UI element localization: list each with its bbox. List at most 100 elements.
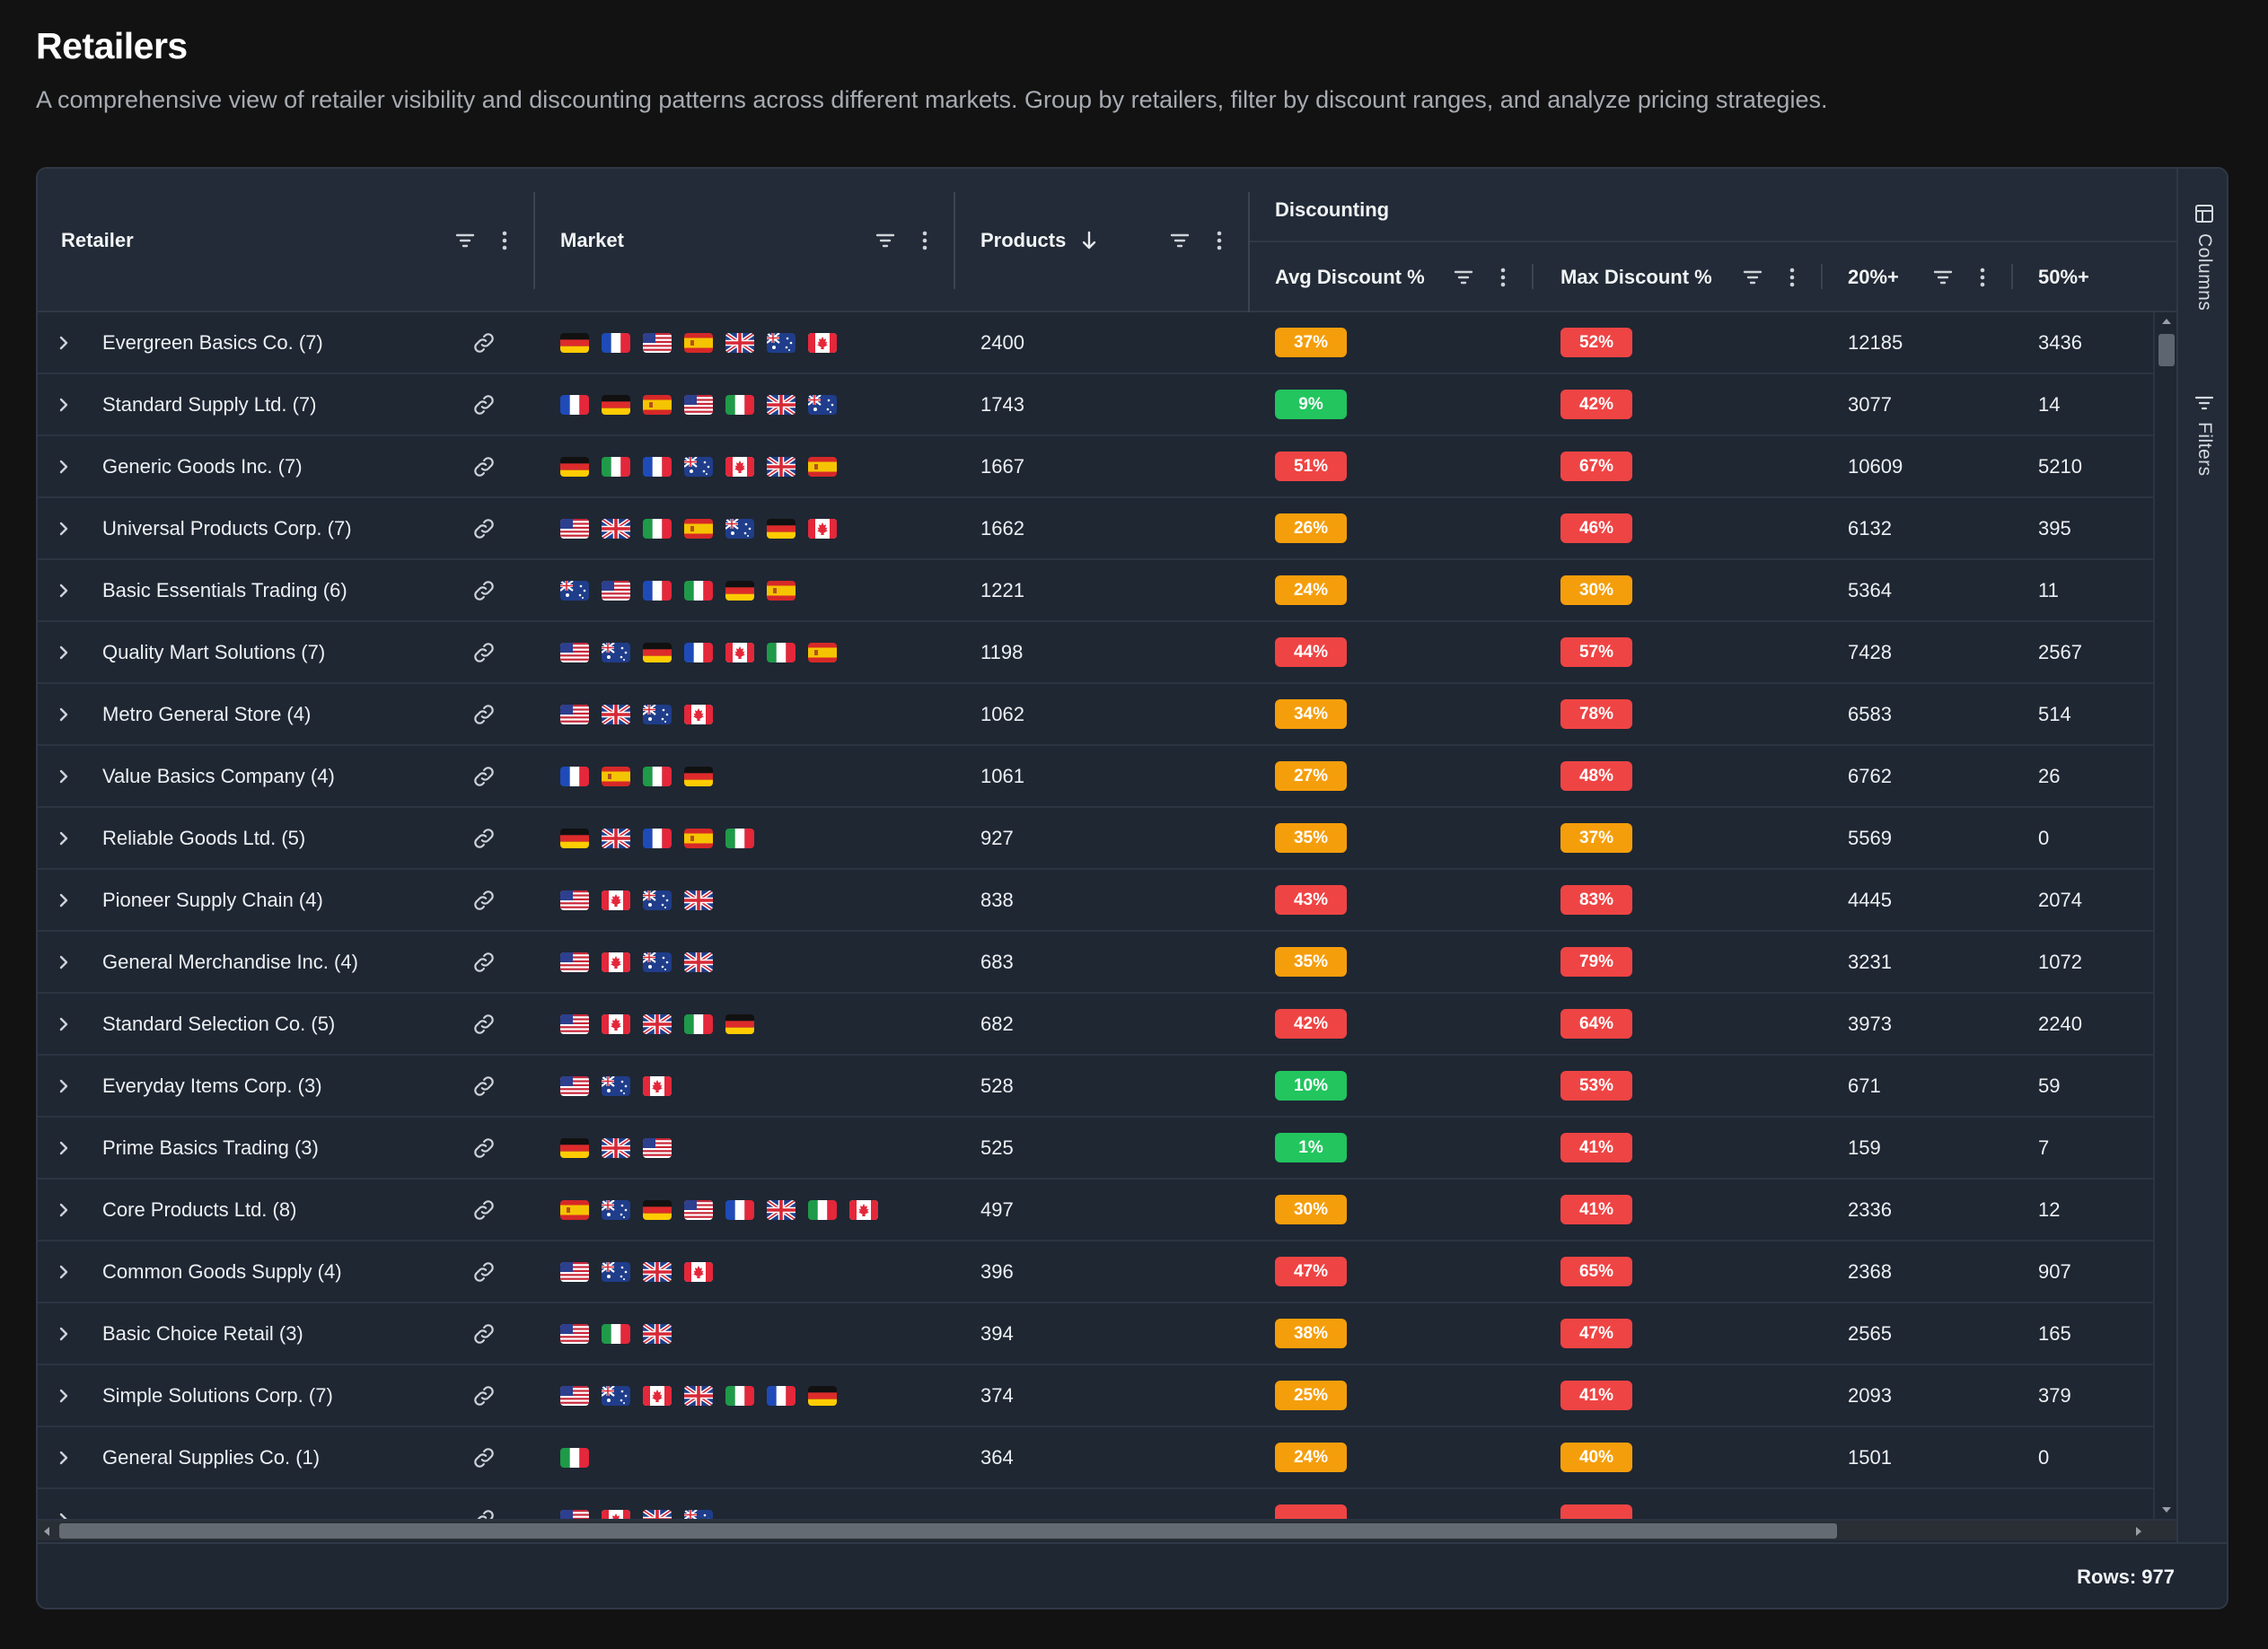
expand-row-button[interactable] xyxy=(57,560,70,620)
column-header-max-discount[interactable]: Max Discount % xyxy=(1560,266,1712,288)
table-row[interactable]: Standard Supply Ltd. (7) 1743 9% 42% 307… xyxy=(38,374,2153,436)
expand-row-button[interactable] xyxy=(57,994,70,1054)
expand-row-button[interactable] xyxy=(57,684,70,744)
open-link-button[interactable] xyxy=(472,808,496,868)
expand-row-button[interactable] xyxy=(57,312,70,373)
expand-row-button[interactable] xyxy=(57,746,70,806)
column-menu-icon[interactable] xyxy=(1492,267,1514,288)
expand-row-button[interactable] xyxy=(57,1365,70,1425)
open-link-button[interactable] xyxy=(472,1365,496,1425)
open-link-button[interactable] xyxy=(472,1180,496,1240)
flag-gb-icon xyxy=(767,394,796,415)
column-menu-icon[interactable] xyxy=(1209,230,1230,251)
open-link-button[interactable] xyxy=(472,684,496,744)
table-row[interactable]: General Merchandise Inc. (4) 683 35% 79%… xyxy=(38,932,2153,994)
table-row[interactable]: Metro General Store (4) 1062 34% 78% 658… xyxy=(38,684,2153,746)
filter-icon[interactable] xyxy=(1742,267,1763,288)
max-discount-badge: 47% xyxy=(1560,1319,1632,1348)
filter-icon[interactable] xyxy=(454,230,476,251)
filters-panel-button[interactable]: Filters xyxy=(2178,393,2227,477)
table-row[interactable]: Everyday Items Corp. (3) 528 10% 53% 671… xyxy=(38,1056,2153,1118)
scroll-left-icon[interactable] xyxy=(43,1526,50,1537)
expand-row-button[interactable] xyxy=(57,1303,70,1364)
open-link-button[interactable] xyxy=(472,994,496,1054)
expand-row-button[interactable] xyxy=(57,498,70,558)
open-link-button[interactable] xyxy=(472,870,496,930)
column-resize-handle[interactable] xyxy=(1532,264,1534,289)
scroll-up-icon[interactable] xyxy=(2161,318,2172,325)
table-row[interactable]: Value Basics Company (4) 1061 27% 48% 67… xyxy=(38,746,2153,808)
table-row[interactable]: General Supplies Co. (1) 364 24% 40% 150… xyxy=(38,1427,2153,1489)
filter-icon[interactable] xyxy=(1169,230,1191,251)
sort-descending-icon[interactable] xyxy=(1078,230,1100,251)
filter-icon[interactable] xyxy=(1453,267,1474,288)
expand-row-button[interactable] xyxy=(57,1056,70,1116)
column-header-20-plus[interactable]: 20%+ xyxy=(1848,266,1899,288)
scroll-down-icon[interactable] xyxy=(2161,1506,2172,1513)
market-flags xyxy=(560,932,713,992)
table-row[interactable]: Standard Selection Co. (5) 682 42% 64% 3… xyxy=(38,994,2153,1056)
table-row[interactable]: Generic Goods Inc. (7) 1667 51% 67% 1060… xyxy=(38,436,2153,498)
expand-row-button[interactable] xyxy=(57,1241,70,1302)
open-link-button[interactable] xyxy=(472,1056,496,1116)
table-row[interactable]: Basic Essentials Trading (6) 1221 24% 30… xyxy=(38,560,2153,622)
table-row[interactable]: Reliable Goods Ltd. (5) 927 35% 37% 5569… xyxy=(38,808,2153,870)
open-link-button[interactable] xyxy=(472,1118,496,1178)
open-link-button[interactable] xyxy=(472,560,496,620)
expand-row-button[interactable] xyxy=(57,1427,70,1487)
open-link-button[interactable] xyxy=(472,1241,496,1302)
table-row[interactable]: Evergreen Basics Co. (7) 2400 37% 52% 12… xyxy=(38,312,2153,374)
table-row[interactable]: Quality Mart Solutions (7) 1198 44% 57% … xyxy=(38,622,2153,684)
vertical-scrollbar[interactable] xyxy=(2153,312,2176,1519)
table-row[interactable]: Prime Basics Trading (3) 525 1% 41% 159 … xyxy=(38,1118,2153,1180)
column-header-products[interactable]: Products xyxy=(980,169,1100,312)
expand-row-button[interactable] xyxy=(57,870,70,930)
open-link-button[interactable] xyxy=(472,932,496,992)
horizontal-scroll-thumb[interactable] xyxy=(59,1523,1837,1539)
open-link-button[interactable] xyxy=(472,622,496,682)
flag-de-icon xyxy=(643,642,672,662)
expand-row-button[interactable] xyxy=(57,374,70,434)
link-icon xyxy=(474,766,494,786)
column-header-50-plus[interactable]: 50%+ xyxy=(2038,266,2089,288)
open-link-button[interactable] xyxy=(472,746,496,806)
products-50-plus: 5210 xyxy=(2038,454,2082,478)
column-resize-handle[interactable] xyxy=(2011,264,2013,289)
table-row[interactable]: Universal Products Corp. (7) 1662 26% 46… xyxy=(38,498,2153,560)
open-link-button[interactable] xyxy=(472,312,496,373)
table-row[interactable]: Core Products Ltd. (8) 497 30% 41% 2336 … xyxy=(38,1180,2153,1241)
open-link-button[interactable] xyxy=(472,1303,496,1364)
expand-row-button[interactable] xyxy=(57,1180,70,1240)
filter-icon[interactable] xyxy=(1932,267,1954,288)
table-row[interactable]: Pioneer Supply Chain (4) 838 43% 83% 444… xyxy=(38,870,2153,932)
column-menu-icon[interactable] xyxy=(1781,267,1803,288)
table-row[interactable]: Simple Solutions Corp. (7) 374 25% 41% 2… xyxy=(38,1365,2153,1427)
column-menu-icon[interactable] xyxy=(1972,267,1993,288)
table-row[interactable]: Basic Choice Retail (3) 394 38% 47% 2565… xyxy=(38,1303,2153,1365)
open-link-button[interactable] xyxy=(472,1427,496,1487)
open-link-button[interactable] xyxy=(472,498,496,558)
table-row[interactable]: Common Goods Supply (4) 396 47% 65% 2368… xyxy=(38,1241,2153,1303)
column-header-market[interactable]: Market xyxy=(560,229,624,251)
open-link-button[interactable] xyxy=(472,436,496,496)
filter-icon[interactable] xyxy=(875,230,896,251)
expand-row-button[interactable] xyxy=(57,808,70,868)
column-resize-handle[interactable] xyxy=(1821,264,1823,289)
vertical-scroll-thumb[interactable] xyxy=(2158,334,2175,366)
columns-panel-button[interactable]: Columns xyxy=(2178,203,2227,311)
column-resize-handle[interactable] xyxy=(533,192,535,289)
column-menu-icon[interactable] xyxy=(494,230,515,251)
column-resize-handle[interactable] xyxy=(954,192,955,289)
column-header-retailer[interactable]: Retailer xyxy=(61,229,134,251)
expand-row-button[interactable] xyxy=(57,1118,70,1178)
column-menu-icon[interactable] xyxy=(914,230,936,251)
scroll-right-icon[interactable] xyxy=(2135,1526,2142,1537)
horizontal-scrollbar[interactable] xyxy=(38,1519,2176,1540)
expand-row-button[interactable] xyxy=(57,932,70,992)
open-link-button[interactable] xyxy=(472,374,496,434)
expand-row-button[interactable] xyxy=(57,436,70,496)
flag-it-icon xyxy=(725,828,754,848)
flag-es-icon xyxy=(684,828,713,848)
column-header-avg-discount[interactable]: Avg Discount % xyxy=(1275,266,1425,288)
expand-row-button[interactable] xyxy=(57,622,70,682)
